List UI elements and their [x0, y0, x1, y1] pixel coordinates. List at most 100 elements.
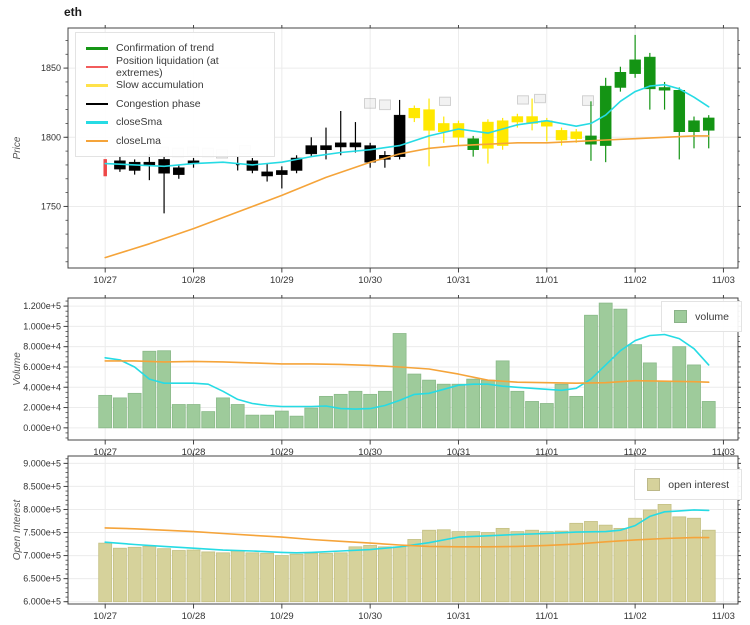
x-tick-label: 11/02 [624, 447, 647, 458]
chart-title: eth [64, 5, 82, 19]
open-interest-swatch [647, 478, 661, 491]
closesma-line-swatch [86, 121, 108, 124]
candle [438, 123, 450, 132]
volume-bar [642, 362, 657, 429]
y-tick-label: 8.000e+4 [23, 342, 61, 352]
x-tick-label: 10/27 [93, 447, 117, 458]
open_interest-bar [392, 546, 407, 603]
x-tick-label: 10/29 [270, 275, 294, 286]
legend-label: volume [695, 310, 729, 323]
legend-item-closesma[interactable]: closeSma [86, 113, 264, 132]
candle [658, 87, 671, 91]
x-tick-label: 10/30 [358, 275, 382, 286]
volume-bar [495, 360, 510, 429]
candle [173, 167, 185, 175]
volume-bar [363, 393, 378, 429]
closelma-line [104, 527, 710, 548]
open_interest-bar [289, 553, 304, 603]
x-tick-label: 11/02 [624, 275, 647, 286]
y-tick-label: 1.000e+5 [23, 321, 61, 331]
accumulation-line-swatch [86, 84, 108, 87]
open_interest-bar [157, 548, 171, 603]
volume-legend[interactable]: volume [661, 301, 742, 332]
open_interest-bar [642, 509, 657, 603]
open_interest-bar [525, 529, 539, 603]
liquidation-line-swatch [86, 65, 108, 68]
candle [103, 159, 107, 177]
volume-bar [466, 378, 481, 429]
open_interest-bar [201, 551, 216, 603]
volume-bar [304, 407, 319, 429]
legend-label: Position liquidation (at extremes) [116, 54, 219, 79]
candle [143, 161, 156, 166]
x-tick-label: 10/30 [358, 611, 382, 622]
open_interest-bar [481, 532, 495, 603]
candle [261, 171, 273, 177]
y-tick-label: 8.000e+5 [23, 504, 61, 514]
plot-border [67, 297, 739, 441]
ghost-candle [534, 93, 546, 104]
x-tick-label: 10/27 [93, 275, 117, 286]
volume-bar [436, 383, 451, 429]
x-tick-label: 11/01 [535, 447, 558, 458]
x-tick-label: 11/03 [712, 447, 735, 458]
volume-bar [672, 346, 687, 429]
candle [290, 157, 303, 171]
volume-bar [525, 401, 539, 429]
open_interest-bar [657, 504, 672, 603]
volume-bar [422, 379, 436, 429]
plot-border [67, 27, 739, 269]
open_interest-bar [127, 546, 142, 603]
open_interest-bar [422, 529, 436, 603]
candle [496, 120, 509, 146]
candle [511, 116, 524, 123]
volume-bar [230, 404, 245, 429]
closesma-line [104, 509, 710, 554]
open_interest-bar [363, 545, 378, 603]
open_interest-bar [216, 552, 230, 603]
volume-bar [333, 393, 348, 429]
legend-item-confirmation-of-trend[interactable]: Confirmation of trend [86, 39, 264, 58]
candle [688, 120, 700, 132]
candle [334, 142, 347, 148]
closelma-line [104, 360, 710, 385]
open_interest-bar [495, 527, 510, 603]
open_interest-bar [333, 552, 348, 603]
candle [555, 130, 568, 141]
y-tick-label: 1850 [41, 63, 61, 73]
y-axis-label: Open Interest [12, 498, 23, 560]
volume-bar [613, 308, 628, 429]
open_interest-bar [407, 539, 422, 603]
closesma-line [104, 83, 710, 168]
x-tick-label: 11/03 [712, 611, 735, 622]
candle [393, 114, 406, 157]
legend-item-position-liquidation[interactable]: Position liquidation (at extremes) [86, 54, 264, 79]
legend-item-slow-accumulation[interactable]: Slow accumulation [86, 76, 264, 95]
legend-label: open interest [668, 478, 729, 491]
volume-bar [554, 383, 569, 429]
y-tick-label: 2.000e+4 [23, 403, 61, 413]
candle [614, 72, 627, 88]
volume-bar [628, 344, 643, 429]
volume-bar [539, 403, 554, 429]
trend-line-swatch [86, 47, 108, 50]
open-interest-legend[interactable]: open interest [634, 469, 742, 500]
open_interest-bar [98, 542, 113, 603]
volume-bar [186, 404, 201, 429]
open_interest-bar [274, 555, 289, 603]
legend-item-closelma[interactable]: closeLma [86, 132, 264, 151]
volume-bar [127, 392, 142, 429]
y-tick-label: 7.500e+5 [23, 528, 61, 538]
congestion-line-swatch [86, 102, 108, 105]
candle [673, 89, 686, 132]
y-tick-label: 1800 [41, 132, 61, 142]
open_interest-bar [348, 546, 363, 603]
closelma-line [104, 135, 710, 259]
legend-item-congestion-phase[interactable]: Congestion phase [86, 95, 264, 114]
open_interest-bar [628, 517, 643, 603]
y-axis-label: Volume [12, 352, 23, 386]
x-tick-label: 10/28 [182, 275, 206, 286]
candle [320, 145, 332, 150]
